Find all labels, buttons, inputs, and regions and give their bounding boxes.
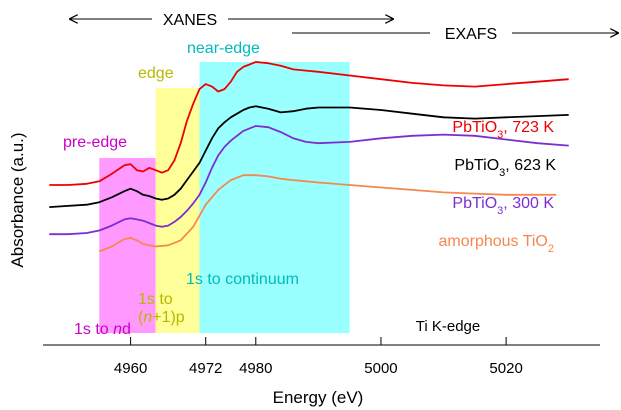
- region-label-edge: edge: [138, 65, 174, 82]
- x-tick-label: 4972: [189, 360, 222, 377]
- region-sublabel-edge-line2: (n+1)p: [138, 309, 185, 326]
- region-label-near-edge: near-edge: [187, 40, 260, 57]
- series-label-2: PbTiO3, 623 K: [454, 157, 556, 179]
- x-ticks: 4960 4972 4980 5000 5020: [114, 337, 523, 377]
- x-tick-label: 5020: [489, 360, 522, 377]
- xanes-label: XANES: [163, 12, 217, 29]
- xanes-range-arrow: XANES: [70, 12, 393, 29]
- region-labels: pre-edge 1s to nd edge 1s to(n+1)p near-edge…: [63, 40, 299, 338]
- region-sublabel-edge-line1: 1s to: [138, 291, 173, 308]
- series-line-1: [49, 61, 569, 186]
- series-lines: [49, 61, 569, 253]
- y-axis-title: Absorbance (a.u.): [8, 132, 27, 267]
- edge-note: Ti K-edge: [416, 318, 480, 335]
- region-band-edge: [155, 88, 200, 333]
- region-label-pre-edge: pre-edge: [63, 134, 127, 151]
- series-line-2: [49, 105, 569, 208]
- x-axis-title: Energy (eV): [273, 388, 364, 407]
- series-label-4: amorphous TiO2: [438, 233, 554, 255]
- series-label-1: PbTiO3, 723 K: [452, 119, 554, 141]
- region-sublabel-near-edge: 1s to continuum: [186, 271, 299, 288]
- series-label-3: PbTiO3, 300 K: [452, 195, 554, 217]
- x-tick-label: 4960: [114, 360, 147, 377]
- series-labels: PbTiO3, 723 K PbTiO3, 623 K PbTiO3, 300 K a…: [438, 119, 556, 255]
- series-line-4: [98, 174, 557, 253]
- region-bands: [99, 62, 350, 333]
- exafs-label: EXAFS: [445, 26, 497, 43]
- region-sublabel-pre-edge: 1s to nd: [74, 321, 131, 338]
- x-tick-label: 5000: [364, 360, 397, 377]
- series-line-3: [49, 125, 569, 236]
- exafs-range-arrow: EXAFS: [292, 26, 618, 43]
- x-tick-label: 4980: [239, 360, 272, 377]
- region-band-near-edge: [199, 62, 350, 333]
